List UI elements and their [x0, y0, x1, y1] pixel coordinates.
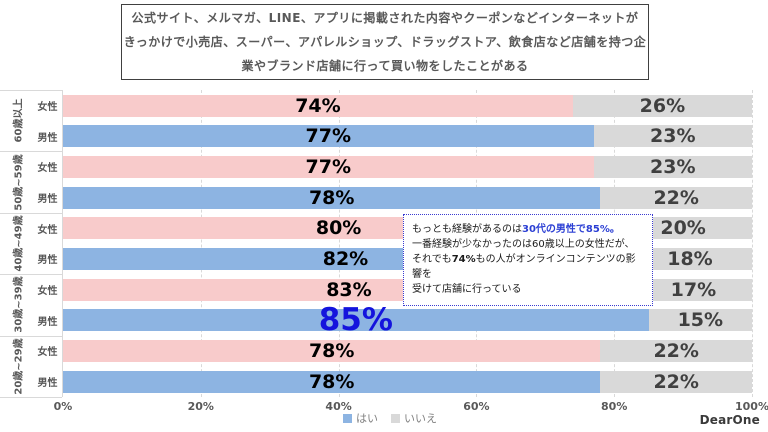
bar-yes-value: 82%: [322, 248, 369, 270]
bar-yes-value: 85%: [318, 301, 393, 338]
annotation-text: もの人がオンラインコンテンツの影響を: [412, 254, 636, 280]
legend-item: はい: [343, 410, 378, 426]
gender-label: 女性: [37, 347, 58, 359]
bar-no-value: 22%: [653, 370, 699, 393]
annotation-text: 受けて店舗に行っている: [412, 284, 522, 295]
bar-no-value: 20%: [660, 217, 706, 240]
chart-title-line: 業やブランド店舗に行って買い物をしたことがある: [241, 59, 529, 73]
bar-yes: 74%: [63, 94, 573, 117]
gridline: [752, 90, 753, 397]
group-separator: [0, 335, 62, 337]
bar-no-value: 17%: [670, 278, 717, 301]
age-group-label: 30歳~39歳: [0, 274, 34, 335]
group-separator: [0, 397, 62, 398]
bar-no: 17%: [634, 278, 752, 301]
bar-no: 22%: [600, 370, 752, 393]
annotation-text: 一番経験が少なかったのは60歳以上の女性だが、: [412, 239, 635, 250]
gender-label: 男性: [37, 255, 58, 267]
bar-no: 22%: [600, 340, 752, 363]
gender-label: 男性: [37, 316, 58, 328]
bar-yes-value: 78%: [308, 186, 355, 209]
bar-yes: 77%: [63, 155, 594, 178]
age-group-label: 20歳~29歳: [0, 336, 34, 397]
group-separator: [0, 212, 62, 214]
x-axis-tick-label: 40%: [325, 400, 352, 413]
bar-yes: 77%: [63, 125, 594, 148]
gender-label: 女性: [37, 224, 58, 236]
x-axis-tick-label: 0%: [53, 400, 73, 413]
gender-label: 女性: [37, 163, 58, 175]
legend-item: いいえ: [391, 410, 437, 426]
bar-no-value: 23%: [650, 125, 696, 148]
x-axis-tick-label: 100%: [735, 400, 768, 413]
x-axis-tick-label: 60%: [463, 400, 490, 413]
group-separator: [0, 274, 62, 276]
chart-title-box: 公式サイト、メルマガ、LINE、アプリに掲載された内容やクーポンなどインターネッ…: [121, 4, 649, 80]
gender-label: 男性: [37, 132, 58, 144]
legend-swatch: [391, 413, 400, 423]
y-axis-line: [62, 90, 63, 397]
legend: はい いいえ: [343, 410, 437, 426]
bar-no-value: 18%: [667, 248, 713, 270]
chart-title-line: きっかけで小売店、スーパー、アパレルショップ、ドラッグストア、飲食店など店舗を持…: [123, 35, 647, 49]
bar-no: 18%: [627, 248, 752, 270]
bar-yes-value: 77%: [305, 155, 351, 178]
age-group-label-text: 50歳~59歳: [13, 153, 25, 211]
gender-label: 女性: [37, 101, 58, 113]
bar-yes-value: 78%: [308, 370, 355, 393]
gridline: [338, 90, 340, 397]
annotation-text: それでも: [412, 254, 452, 265]
bar-no-value: 15%: [677, 309, 724, 332]
bar-yes-value: 77%: [305, 125, 351, 148]
bar-yes-value: 83%: [326, 278, 372, 301]
bar-yes: 78%: [63, 186, 601, 209]
gender-label: 男性: [37, 193, 58, 205]
bar-no: 23%: [593, 155, 752, 178]
annotation-callout: もっとも経験があるのは30代の男性で85%。一番経験が少なかったのは60歳以上の…: [403, 214, 653, 306]
annotation-text: 74%: [451, 254, 476, 265]
annotation-text: 30代の男性で85%。: [522, 224, 620, 235]
legend-label: いいえ: [404, 412, 437, 425]
age-group-label: 60歳以上: [0, 90, 34, 151]
group-separator: [0, 90, 62, 91]
x-axis-tick-label: 80%: [601, 400, 628, 413]
x-axis-tick-label: 20%: [187, 400, 214, 413]
bar-yes-value: 80%: [315, 217, 362, 240]
bar-no: 15%: [648, 309, 752, 332]
age-group-label: 50歳~59歳: [0, 151, 34, 212]
chart-title-line: 公式サイト、メルマガ、LINE、アプリに掲載された内容やクーポンなどインターネッ…: [131, 11, 639, 25]
bar-yes: 85%: [63, 304, 649, 335]
bar-yes: 78%: [63, 370, 601, 393]
bar-no-value: 22%: [653, 186, 699, 209]
bar-yes-value: 74%: [295, 94, 341, 117]
bar-no-value: 22%: [653, 340, 699, 363]
age-group-label-text: 20歳~29歳: [13, 338, 25, 395]
age-group-label: 40歳~49歳: [0, 213, 34, 274]
annotation-text: もっとも経験があるのは: [412, 224, 522, 235]
bar-no: 23%: [593, 125, 752, 148]
gridline: [200, 90, 202, 397]
age-group-label-text: 30歳~39歳: [13, 276, 25, 333]
bar-no-value: 26%: [639, 94, 686, 117]
age-group-label-text: 60歳以上: [13, 98, 25, 143]
gender-label: 男性: [37, 378, 58, 390]
bar-yes: 78%: [63, 340, 601, 363]
bar-yes-value: 78%: [308, 340, 355, 363]
bar-no-value: 23%: [650, 155, 696, 178]
legend-swatch: [343, 413, 352, 423]
bar-no: 22%: [600, 186, 752, 209]
age-group-label-text: 40歳~49歳: [13, 215, 25, 272]
dearone-logo: DearOne: [699, 413, 760, 427]
group-separator: [0, 151, 62, 153]
legend-label: はい: [356, 412, 378, 425]
gender-label: 女性: [37, 286, 58, 298]
bar-no: 26%: [572, 94, 752, 117]
